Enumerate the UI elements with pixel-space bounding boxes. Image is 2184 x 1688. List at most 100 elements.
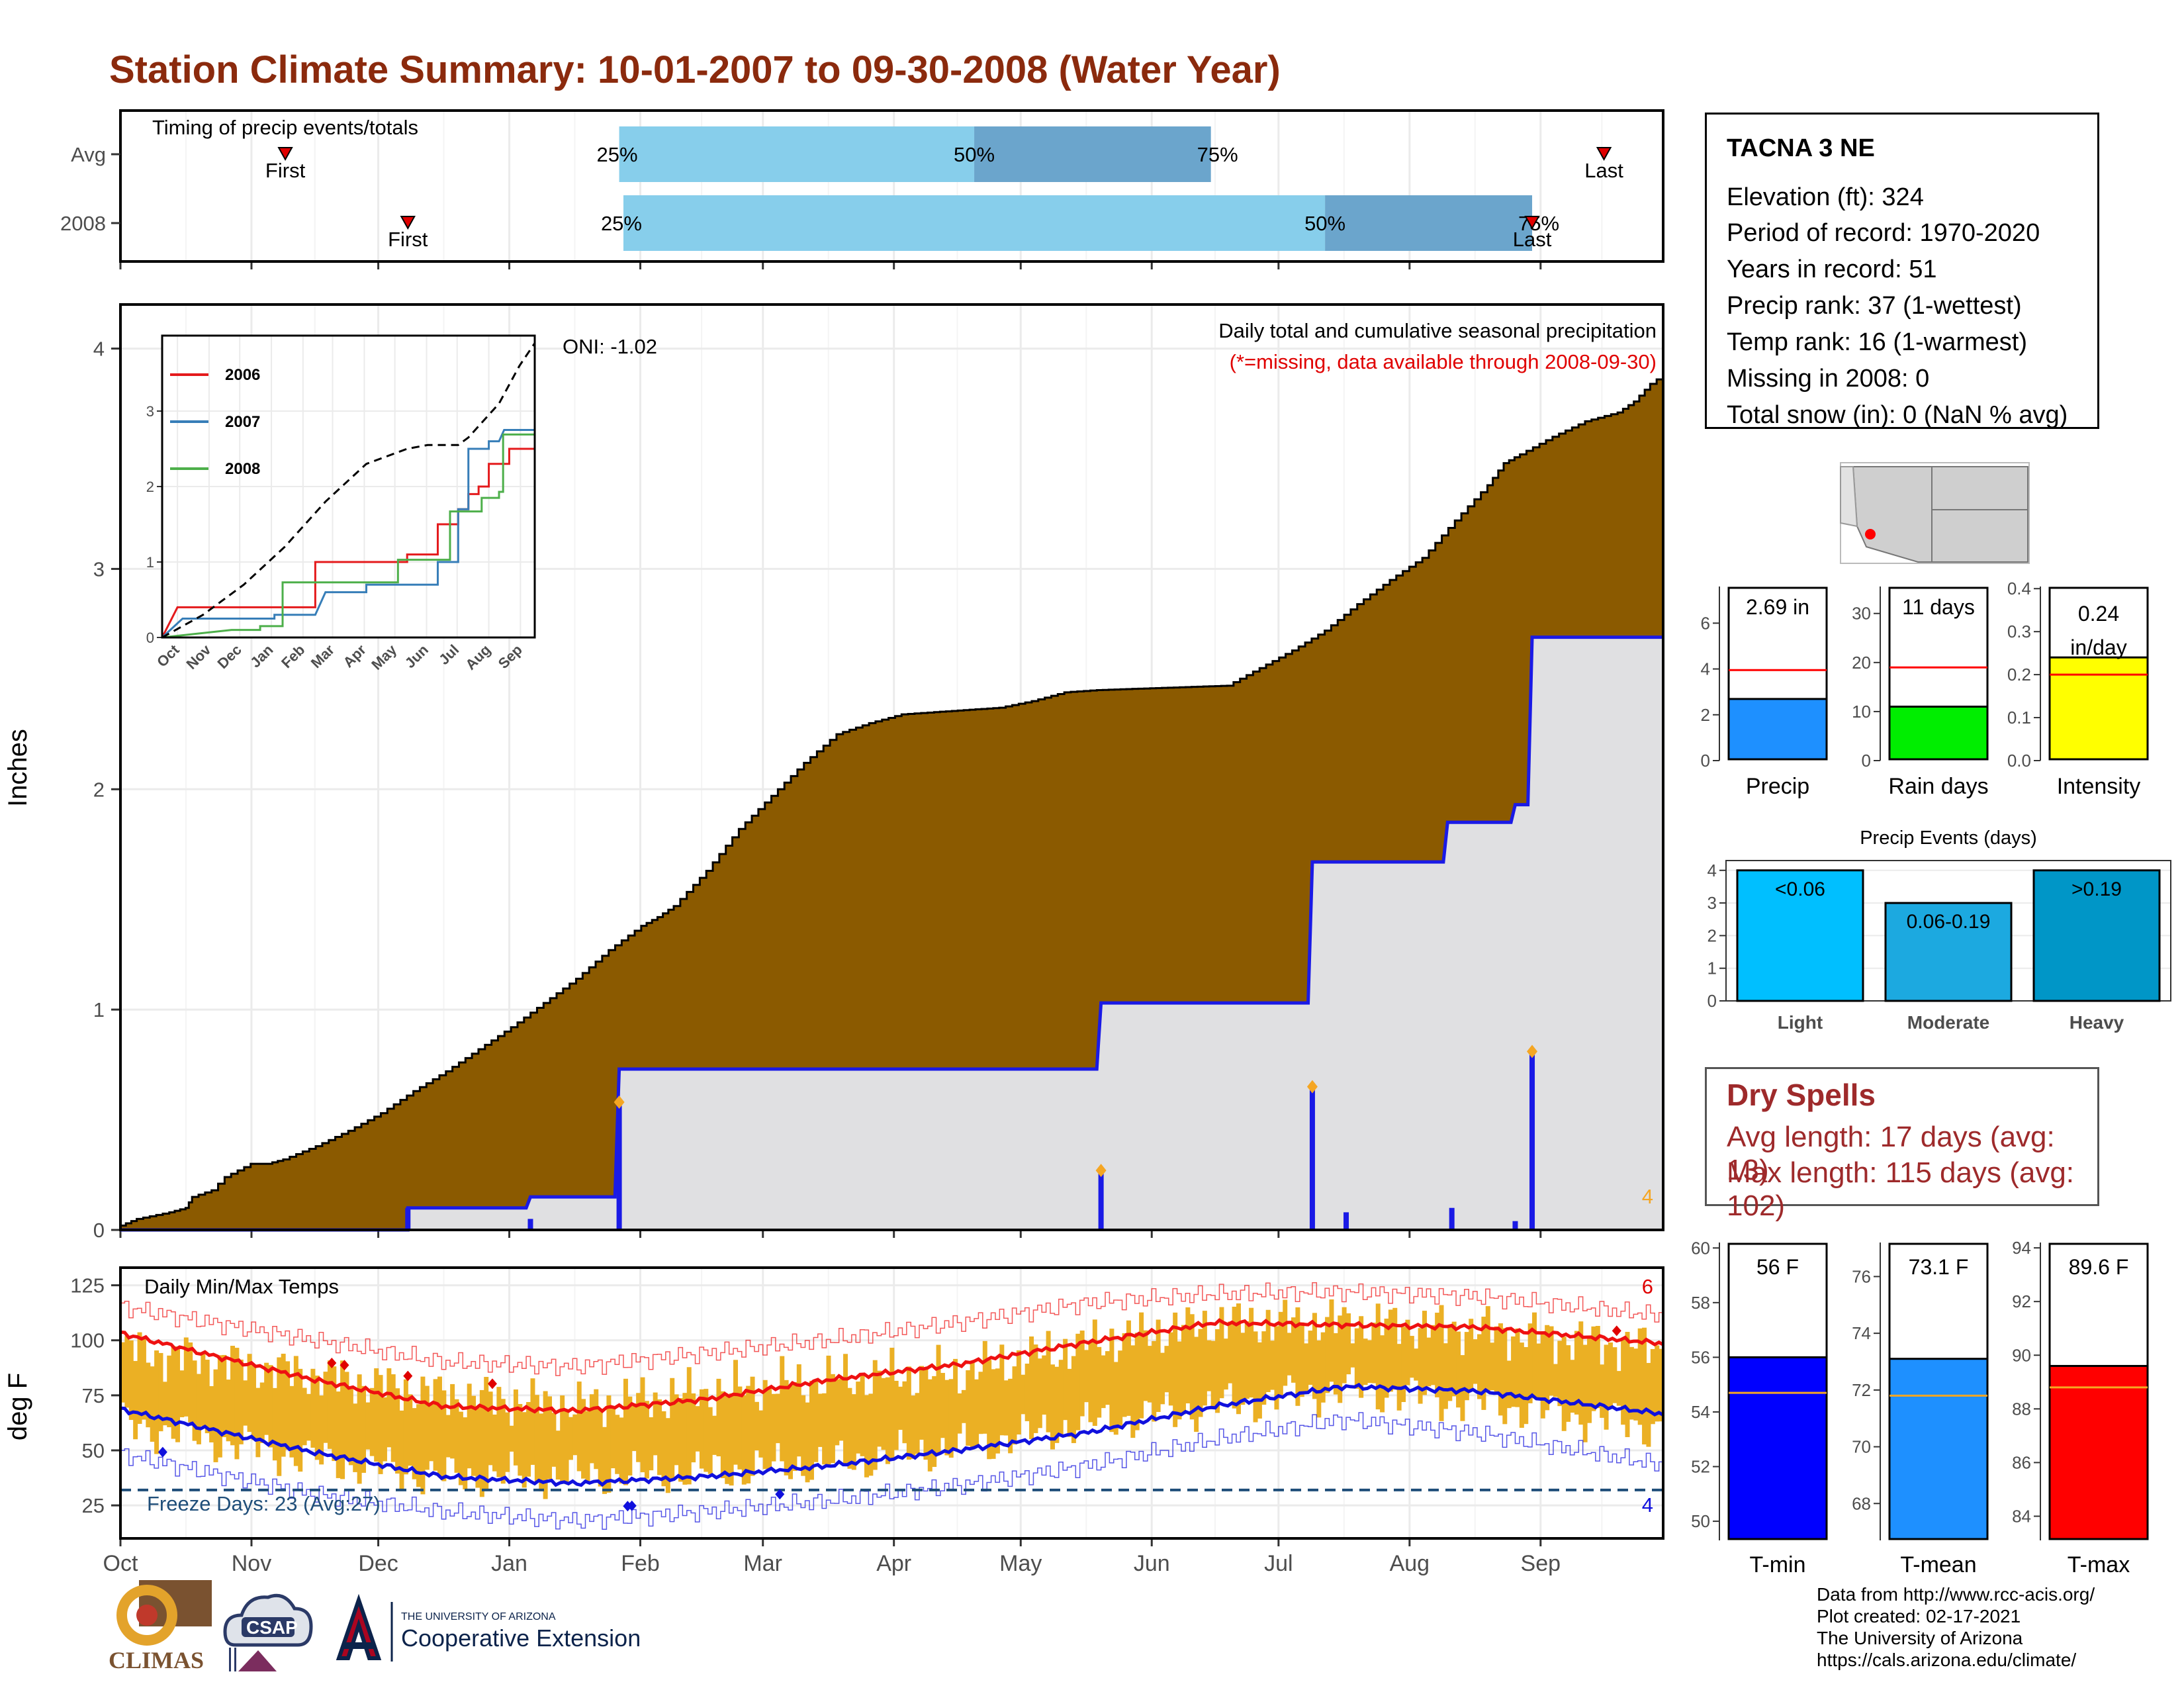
- temp-range-bar: [1350, 1343, 1355, 1368]
- temp-range-bar: [860, 1374, 865, 1456]
- temp-range-bar: [259, 1382, 265, 1444]
- inset-x-tick-label: Nov: [183, 641, 214, 673]
- temp-range-bar: [1384, 1318, 1389, 1398]
- temp-range-bar: [441, 1390, 447, 1481]
- temp-range-bar: [171, 1346, 176, 1439]
- temp-range-bar: [158, 1352, 163, 1432]
- temp-range-bar: [606, 1395, 612, 1493]
- temp-range-bar: [277, 1357, 282, 1476]
- y-tick-label: 0: [93, 1219, 105, 1242]
- summary-y-tick-label: 20: [1852, 653, 1871, 673]
- record-high-marker: [1612, 1325, 1621, 1336]
- temp-range-bar: [298, 1368, 303, 1472]
- temp-range-bar: [906, 1366, 911, 1460]
- inset-frame: [161, 334, 536, 639]
- timing-last-marker: [1524, 216, 1540, 230]
- summary-y-tick-label: 86: [2012, 1452, 2031, 1472]
- daily-precip-bar: [1449, 1207, 1455, 1230]
- x-tick-label: Jan: [491, 1551, 527, 1576]
- temp-range-bar: [594, 1389, 599, 1470]
- temp-range-bar: [619, 1417, 624, 1484]
- timing-first-label: First: [388, 228, 428, 251]
- temp-range-bar: [758, 1410, 764, 1458]
- timing-row-label: 2008: [60, 212, 106, 235]
- summary-y-tick-label: 74: [1852, 1323, 1871, 1343]
- temp-range-bar: [1223, 1338, 1228, 1390]
- timing-p50-label: 50%: [1304, 212, 1345, 235]
- temp-range-bar: [1088, 1342, 1093, 1423]
- temp-range-bar: [310, 1368, 316, 1448]
- temp-range-bar: [564, 1410, 569, 1485]
- summary-y-tick-label: 92: [2012, 1291, 2031, 1311]
- temp-range-bar: [1291, 1317, 1296, 1383]
- temp-range-bar: [1109, 1329, 1115, 1432]
- temp-range-bar: [399, 1410, 404, 1489]
- temp-range-bar: [788, 1385, 794, 1479]
- y-tick-label: 3: [93, 557, 105, 581]
- temp-range-bar: [1540, 1331, 1545, 1419]
- temp-range-bar: [1515, 1328, 1520, 1407]
- timing-last-marker: [1596, 147, 1612, 162]
- temp-range-bar: [915, 1393, 920, 1454]
- temp-range-bar: [585, 1411, 590, 1483]
- temp-range-bar: [644, 1401, 649, 1479]
- record-low-marker: [627, 1500, 637, 1511]
- summary-y-tick-label: 60: [1691, 1238, 1710, 1258]
- temp-range-bar: [767, 1386, 772, 1469]
- temp-range-bar: [429, 1403, 434, 1462]
- temp-range-bar: [1600, 1364, 1605, 1418]
- temp-range-bar: [716, 1378, 721, 1457]
- station-years: Years in record: 51: [1727, 256, 1937, 283]
- temp-range-bar: [1481, 1317, 1486, 1410]
- timing-p50-label: 50%: [954, 143, 995, 166]
- summary-value-bar: [1888, 706, 1989, 761]
- temp-range-bar: [682, 1393, 688, 1485]
- temp-range-bar: [336, 1391, 341, 1478]
- inset-legend-label: 2007: [225, 413, 260, 431]
- temp-range-bar: [289, 1385, 295, 1458]
- temp-range-bar: [1118, 1350, 1123, 1429]
- inset-x-tick-label: Jul: [435, 641, 462, 668]
- summary-value-bar: [1727, 698, 1828, 761]
- temp-range-bar: [598, 1409, 603, 1487]
- inset-x-tick-label: May: [368, 641, 400, 673]
- daily-precip-bar: [1343, 1212, 1349, 1230]
- temp-range-bar: [390, 1374, 396, 1462]
- temp-range-bar: [1240, 1333, 1246, 1405]
- temp-range-bar: [1549, 1326, 1554, 1396]
- footer-line: Plot created: 02-17-2021: [1817, 1606, 2021, 1626]
- temp-range-bar: [1206, 1340, 1212, 1391]
- temp-range-bar: [1629, 1346, 1634, 1420]
- ua-a-icon: [336, 1593, 382, 1660]
- temp-range-bar: [1342, 1307, 1347, 1383]
- temp-range-bar: [1477, 1334, 1482, 1399]
- temp-range-bar: [387, 1368, 392, 1448]
- temp-range-bar: [1139, 1312, 1144, 1419]
- temp-range-bar: [374, 1368, 379, 1462]
- events-bar-label: >0.19: [2071, 878, 2122, 900]
- temp-range-bar: [1405, 1319, 1410, 1385]
- temp-range-bar: [657, 1399, 662, 1476]
- summary-panel-label: Intensity: [2057, 774, 2141, 799]
- temp-range-bar: [729, 1393, 734, 1486]
- temp-range-bar: [1173, 1312, 1178, 1427]
- inset-x-tick-label: Aug: [462, 641, 494, 673]
- x-tick-label: Feb: [621, 1551, 660, 1576]
- temp-range-bar: [353, 1403, 358, 1472]
- temp-range-bar: [1295, 1307, 1300, 1406]
- temp-range-bar: [809, 1380, 814, 1480]
- temp-range-bar: [238, 1359, 244, 1444]
- temp-range-bar: [987, 1360, 992, 1460]
- summary-panel-label: T-mean: [1900, 1552, 1976, 1577]
- summary-y-tick-label: 94: [2012, 1238, 2031, 1258]
- timing-bar-50-75: [1325, 195, 1533, 251]
- temp-range-bar: [1642, 1327, 1647, 1445]
- summary-y-tick-label: 50: [1691, 1511, 1710, 1531]
- oni-label: ONI: -1.02: [563, 335, 657, 358]
- temp-range-bar: [1325, 1317, 1330, 1393]
- temp-range-bar: [1189, 1314, 1195, 1420]
- temp-range-bar: [251, 1365, 256, 1440]
- csap-logo-text: CSAP: [246, 1617, 298, 1638]
- freeze-days-label: Freeze Days: 23 (Avg:27): [147, 1492, 381, 1515]
- temp-range-bar: [1079, 1331, 1085, 1417]
